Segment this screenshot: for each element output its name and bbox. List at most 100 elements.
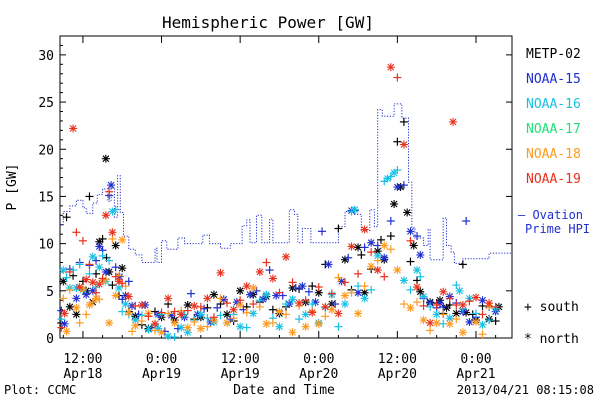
y-tick-label: 20 [38, 143, 54, 158]
x-tick-time: 0:00 [460, 352, 491, 367]
data-point [288, 295, 297, 304]
data-point [101, 267, 110, 276]
data-point [213, 303, 222, 312]
north-marker-d2 [177, 324, 185, 332]
legend-item-noaa-17: NOAA-17 [526, 122, 581, 137]
north-marker-d2 [459, 301, 467, 309]
data-point [360, 282, 369, 291]
data-point [347, 207, 356, 216]
data-point [85, 269, 94, 278]
data-point [485, 299, 494, 308]
data-point [439, 302, 448, 311]
north-marker-d2 [407, 227, 414, 235]
north-marker-d2 [443, 304, 450, 312]
north-marker-d2 [403, 209, 411, 216]
data-point [88, 298, 97, 307]
data-point [85, 192, 94, 201]
data-point [324, 260, 333, 269]
data-point [128, 327, 137, 336]
data-point [131, 321, 140, 330]
data-point [57, 315, 66, 324]
data-point [62, 213, 71, 222]
data-point [340, 300, 349, 309]
north-marker-d2 [76, 283, 84, 291]
data-point [282, 252, 290, 261]
data-point [75, 260, 84, 269]
data-point [386, 216, 395, 225]
data-point [432, 300, 441, 309]
data-point [416, 250, 425, 259]
data-point [69, 266, 78, 275]
x-axis-label: Date and Time [233, 383, 335, 398]
north-marker-d2 [184, 324, 192, 332]
data-point [203, 303, 212, 312]
north-marker-d2 [89, 253, 97, 261]
data-point [449, 117, 458, 126]
data-point [399, 117, 408, 126]
north-marker-d2 [315, 289, 323, 297]
data-point [485, 316, 494, 325]
data-point [114, 277, 123, 286]
data-point [452, 315, 461, 324]
north-marker-d2 [302, 311, 310, 318]
north-marker-d2 [298, 282, 306, 290]
data-point [111, 241, 120, 250]
north-marker-d2 [348, 243, 355, 250]
data-point [229, 314, 238, 323]
north-marker-d2 [115, 284, 123, 292]
data-point [347, 242, 356, 251]
north-marker-d2 [158, 328, 165, 336]
data-point [439, 310, 448, 319]
north-marker-d2 [89, 278, 97, 286]
data-point [445, 294, 454, 303]
north-marker-d2 [109, 228, 116, 236]
data-point [340, 291, 349, 300]
north-marker-d2 [367, 262, 375, 270]
data-point [282, 310, 290, 319]
north-marker-d2 [164, 332, 172, 340]
north-marker-d2 [367, 239, 375, 247]
data-point [124, 308, 133, 317]
data-point [416, 272, 425, 281]
data-point [203, 322, 212, 331]
footer-left: Plot: CCMC [4, 383, 76, 397]
data-point [334, 224, 343, 233]
data-point [262, 290, 271, 299]
north-marker-d2 [380, 242, 388, 249]
data-point [255, 302, 264, 311]
data-point [367, 248, 376, 257]
north-marker-d2 [390, 169, 398, 177]
north-marker-d2 [272, 292, 280, 299]
data-point [357, 250, 366, 259]
north-marker-d2 [282, 253, 290, 261]
data-point [406, 257, 415, 266]
data-point [92, 294, 101, 303]
data-point [458, 328, 467, 337]
data-point [471, 309, 480, 318]
data-point [288, 278, 297, 287]
data-point [121, 300, 130, 309]
data-point [360, 294, 369, 303]
north-marker-d2 [374, 252, 382, 260]
north-marker-d2 [112, 292, 120, 299]
north-marker-d2 [341, 292, 349, 299]
data-point [242, 308, 251, 317]
data-point [95, 263, 104, 272]
north-marker-d2 [393, 183, 401, 191]
data-point [380, 253, 389, 262]
ovation-legend-line2: Prime HPI [525, 222, 590, 236]
data-point [200, 304, 209, 313]
south-symbol-legend: + south [524, 300, 579, 315]
north-marker-d2 [302, 323, 310, 331]
north-marker-d2 [452, 310, 460, 317]
data-point [426, 326, 435, 335]
north-marker-d2 [400, 141, 408, 148]
data-point [347, 288, 356, 297]
data-point [85, 260, 94, 269]
data-point [59, 266, 68, 275]
north-marker-d2 [380, 254, 388, 262]
data-point [321, 302, 330, 311]
data-point [455, 286, 464, 295]
